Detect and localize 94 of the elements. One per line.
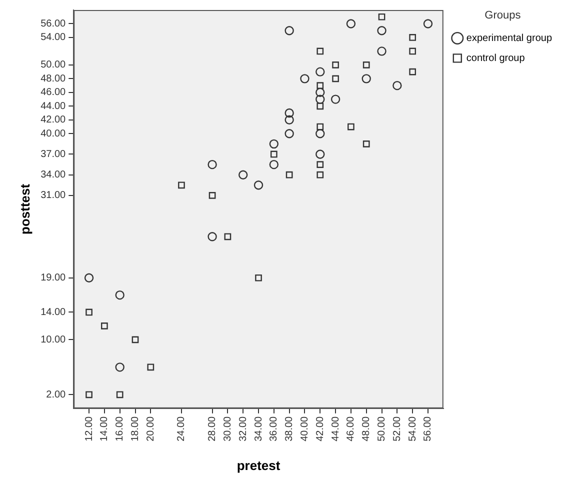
legend-title: Groups — [484, 10, 522, 22]
point — [255, 274, 262, 282]
point — [269, 160, 279, 170]
y-tick-label: 37.00 — [40, 148, 66, 160]
x-tick-label: 24.00 — [176, 416, 188, 442]
y-tick-label: 48.00 — [40, 73, 66, 84]
x-tick-label: 48.00 — [361, 416, 372, 442]
x-tick-label: 44.00 — [330, 416, 342, 442]
point — [316, 67, 325, 76]
point — [84, 273, 94, 282]
y-tick-label: 54.00 — [40, 32, 66, 44]
point — [409, 68, 416, 76]
x-tick-label: 30.00 — [222, 416, 234, 442]
y-tick-label: 40.00 — [40, 128, 66, 140]
point — [300, 74, 310, 84]
point — [362, 62, 370, 68]
x-tick-label: 40.00 — [299, 416, 310, 442]
y-tick-label: 44.00 — [40, 100, 66, 112]
point — [208, 232, 217, 242]
x-tick-label: 56.00 — [422, 416, 434, 442]
y-tick-label: 34.00 — [40, 170, 66, 181]
point — [332, 62, 339, 68]
point — [332, 75, 339, 82]
point — [409, 48, 416, 55]
point — [316, 82, 324, 89]
point — [316, 171, 324, 178]
point — [377, 26, 386, 36]
point — [330, 94, 340, 104]
x-tick-label: 38.00 — [284, 416, 296, 442]
legend-label: control group — [466, 52, 526, 64]
legend-label: experimental group — [466, 32, 552, 44]
x-tick-label: 52.00 — [392, 416, 403, 442]
x-tick-label: 12.00 — [84, 416, 95, 442]
y-tick-label: 56.00 — [40, 18, 66, 30]
point — [270, 150, 278, 158]
point — [409, 34, 416, 41]
point — [377, 46, 386, 56]
x-tick-label: 16.00 — [114, 416, 126, 442]
x-tick-label: 20.00 — [145, 416, 156, 442]
point — [392, 80, 402, 90]
point — [86, 391, 92, 398]
x-tick-label: 46.00 — [346, 416, 357, 442]
point — [362, 140, 370, 148]
point — [316, 88, 325, 98]
y-tick-label: 2.00 — [46, 389, 66, 400]
point — [316, 150, 325, 159]
point — [147, 364, 154, 371]
point — [254, 180, 264, 190]
y-axis-title: posttest — [17, 183, 32, 234]
y-tick-label: 31.00 — [40, 190, 66, 202]
point — [286, 171, 293, 178]
point — [284, 108, 294, 118]
point — [316, 161, 324, 168]
y-tick-label: 10.00 — [40, 334, 66, 346]
point — [378, 13, 386, 20]
x-axis-title: pretest — [236, 458, 281, 473]
x-tick-label: 34.00 — [253, 416, 264, 442]
point — [362, 74, 371, 84]
y-tick-label: 42.00 — [40, 114, 66, 126]
x-tick-label: 14.00 — [99, 416, 110, 442]
point — [316, 129, 325, 138]
point — [178, 182, 185, 189]
y-tick-label: 14.00 — [40, 306, 66, 318]
point — [346, 19, 356, 28]
point — [284, 115, 294, 124]
y-tick-label: 46.00 — [40, 87, 66, 98]
point — [132, 336, 139, 344]
point — [284, 129, 294, 138]
point — [316, 123, 324, 130]
point — [316, 102, 324, 110]
point — [238, 170, 248, 180]
x-tick-label: 54.00 — [407, 416, 418, 442]
point — [316, 48, 324, 55]
x-tick-label: 18.00 — [130, 416, 142, 442]
point — [86, 308, 92, 316]
point — [115, 290, 124, 300]
point — [423, 19, 433, 28]
point — [269, 139, 279, 149]
point — [316, 94, 325, 104]
point — [101, 322, 108, 330]
point — [208, 160, 217, 170]
x-tick-label: 50.00 — [376, 416, 388, 442]
point — [116, 391, 124, 398]
point — [208, 192, 216, 199]
x-tick-label: 32.00 — [238, 416, 249, 442]
y-tick-label: 19.00 — [40, 272, 66, 284]
point — [348, 123, 354, 130]
point — [284, 26, 294, 36]
x-tick-label: 42.00 — [314, 416, 326, 442]
y-tick-label: 50.00 — [40, 60, 66, 71]
x-tick-label: 28.00 — [207, 416, 218, 442]
x-tick-label: 36.00 — [268, 416, 280, 442]
point — [224, 233, 232, 240]
point — [115, 362, 124, 372]
